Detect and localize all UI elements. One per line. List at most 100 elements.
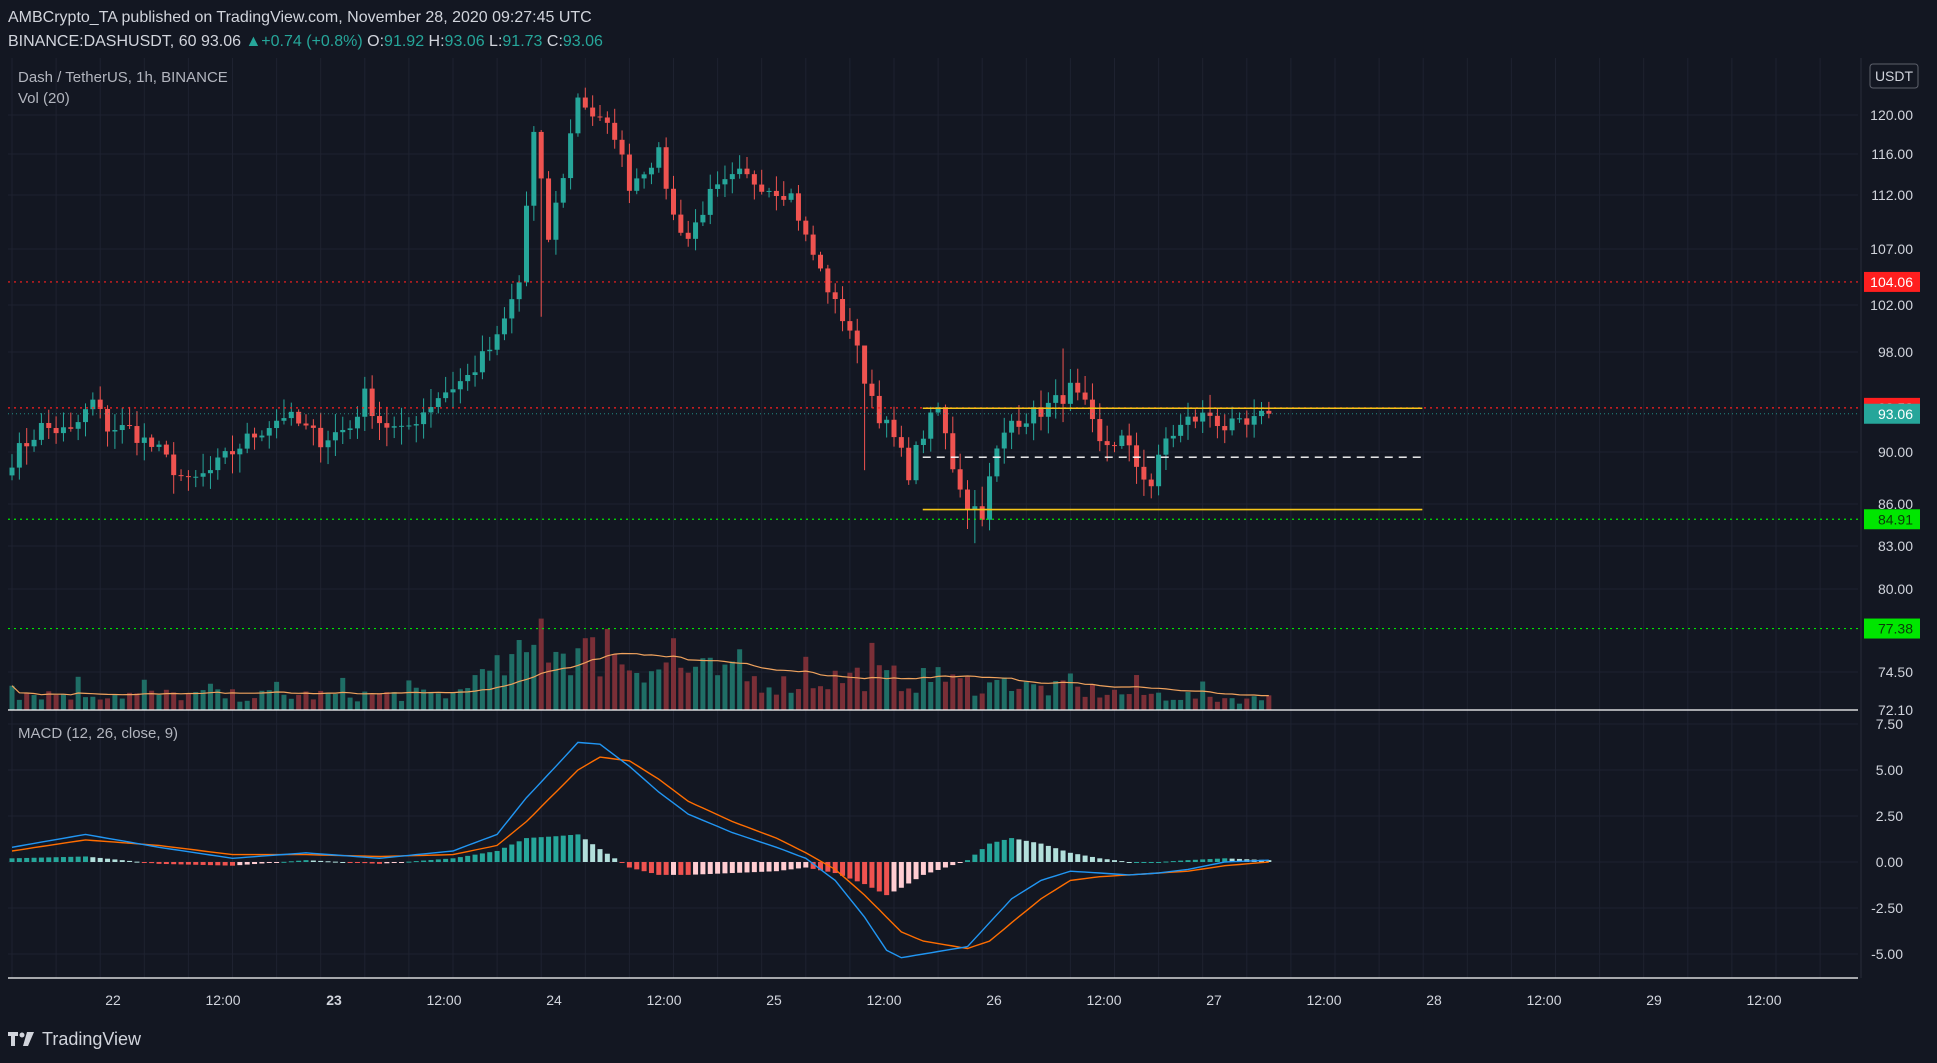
- macd-histogram-bar: [16, 858, 22, 862]
- volume-bar: [1038, 685, 1044, 710]
- macd-histogram-bar: [1192, 859, 1198, 862]
- tradingview-logo-icon: [8, 1032, 34, 1046]
- volume-bar: [149, 690, 155, 710]
- volume-bar: [810, 688, 816, 710]
- time-tick-label: 23: [326, 992, 342, 1008]
- candle: [847, 308, 853, 339]
- time-tick-label: 22: [105, 992, 121, 1008]
- macd-histogram-bar: [1016, 839, 1022, 862]
- macd-histogram-bar: [1112, 860, 1117, 862]
- macd-histogram-bar: [83, 856, 88, 862]
- candle-body: [568, 133, 574, 179]
- candle-body: [325, 440, 331, 448]
- volume-bar: [1163, 700, 1169, 710]
- symbol-name[interactable]: BINANCE:DASHUSDT, 60: [8, 33, 197, 50]
- candle: [185, 470, 191, 491]
- candle: [494, 325, 500, 356]
- volume-bar: [920, 668, 926, 710]
- candle-body: [207, 470, 213, 474]
- candle-body: [274, 420, 280, 429]
- macd-histogram-bar: [112, 859, 118, 862]
- macd-histogram-bar: [626, 862, 632, 868]
- volume-bar: [193, 692, 199, 710]
- macd-histogram-bar: [641, 862, 647, 872]
- macd-histogram-bar: [1200, 859, 1206, 862]
- candle-body: [942, 407, 948, 434]
- time-tick-label: 12:00: [205, 992, 240, 1008]
- volume-bar: [377, 693, 382, 710]
- candle-body: [1148, 479, 1154, 487]
- volume-bar: [303, 691, 309, 710]
- volume-bar: [222, 698, 228, 710]
- candle: [465, 363, 471, 391]
- price-tick-label: 112.00: [1871, 187, 1913, 203]
- footer-brand[interactable]: TradingView: [42, 1028, 142, 1049]
- macd-histogram-bar: [259, 862, 265, 864]
- macd-histogram-bar: [9, 858, 15, 862]
- volume-bar: [648, 671, 654, 710]
- macd-histogram-bar: [105, 858, 111, 862]
- candle: [391, 416, 397, 439]
- volume-bar: [1229, 698, 1235, 710]
- volume-bar: [274, 681, 280, 710]
- volume-bar: [171, 692, 177, 710]
- macd-histogram-bar: [1126, 862, 1132, 863]
- macd-histogram-bar: [685, 862, 691, 875]
- volume-bar: [781, 676, 787, 710]
- candle: [156, 440, 162, 452]
- candle: [737, 155, 743, 179]
- volume-bar: [840, 683, 846, 710]
- candle-body: [428, 407, 434, 413]
- volume-bar: [450, 692, 456, 710]
- macd-histogram-bar: [869, 862, 875, 888]
- candle: [862, 345, 868, 471]
- macd-histogram-bar: [987, 843, 993, 862]
- candle-body: [1222, 426, 1228, 431]
- candle-body: [538, 131, 544, 179]
- macd-histogram-bar: [31, 857, 37, 862]
- volume-bar: [678, 667, 684, 710]
- price-chart[interactable]: USDT 120.00 116.00 112.00 107.00 102.00 98.00 9…: [0, 0, 1937, 1020]
- macd-histogram-bar: [237, 862, 243, 866]
- volume-bar: [693, 666, 699, 710]
- macd-histogram-bar: [340, 862, 346, 863]
- candle: [634, 168, 640, 195]
- candle: [979, 486, 985, 527]
- candle-body: [737, 168, 743, 175]
- volume-bar: [296, 694, 302, 710]
- candle-body: [163, 444, 169, 455]
- volume-bar: [1141, 694, 1147, 710]
- price-marker-badge: [1864, 403, 1920, 424]
- candle: [575, 93, 581, 137]
- candle: [1178, 414, 1184, 443]
- volume-bar: [626, 670, 632, 710]
- macd-histogram-bar: [369, 862, 375, 864]
- candle: [597, 105, 603, 122]
- candle-body: [575, 97, 581, 134]
- macd-histogram-bar: [818, 862, 823, 871]
- volume-bar: [156, 694, 162, 710]
- candle-body: [46, 422, 52, 428]
- macd-histogram-bar: [1089, 856, 1095, 862]
- candle: [619, 130, 625, 167]
- macd-histogram-bar: [38, 857, 44, 862]
- macd-histogram-bar: [759, 862, 765, 872]
- candle: [626, 143, 632, 204]
- candle-body: [16, 443, 22, 468]
- volume-bar: [876, 665, 882, 710]
- candle-body: [1038, 407, 1044, 417]
- macd-histogram-bar: [553, 836, 559, 862]
- macd-histogram-bar: [656, 862, 662, 875]
- candle: [524, 191, 529, 287]
- macd-histogram-bar: [75, 856, 81, 862]
- high-label: H:: [428, 33, 445, 50]
- last-price: 93.06: [200, 33, 241, 50]
- macd-histogram-bar: [648, 862, 654, 874]
- macd-histogram-bar: [707, 862, 713, 874]
- candle: [965, 480, 970, 530]
- open-value: 91.92: [384, 33, 425, 50]
- volume-bar: [568, 675, 574, 710]
- time-tick-label: 12:00: [1746, 992, 1781, 1008]
- macd-histogram-bar: [134, 861, 140, 863]
- macd-histogram-bar: [377, 862, 382, 864]
